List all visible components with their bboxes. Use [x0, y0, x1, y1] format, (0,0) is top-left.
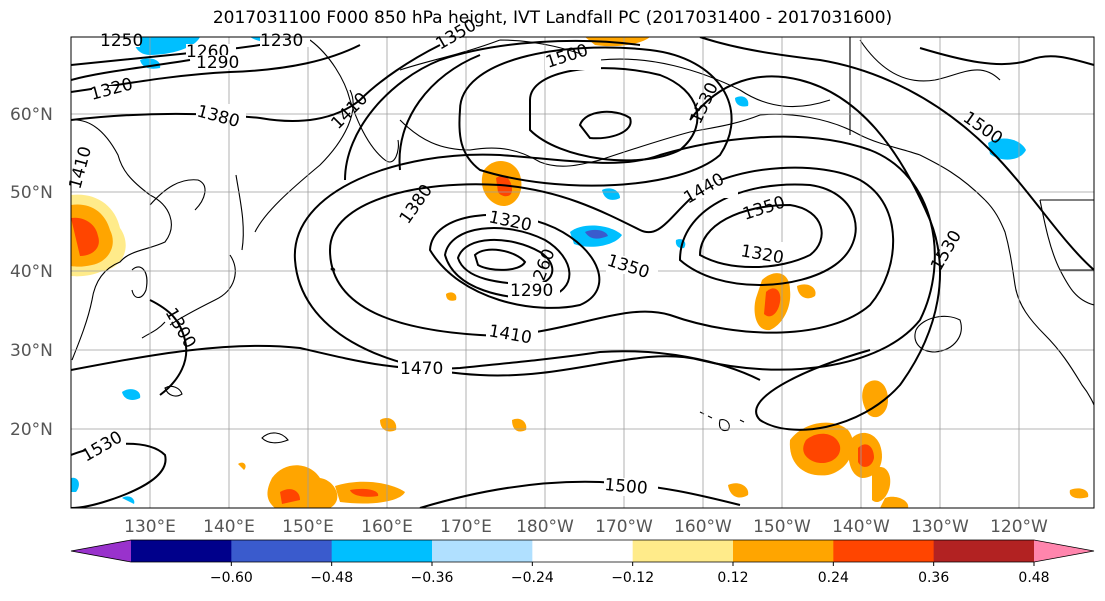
lon-label: 140°W [832, 517, 890, 537]
contour-label: 1440 [681, 169, 728, 208]
colorbar-segment [632, 540, 734, 562]
colorbar-tick-label: 0.24 [818, 570, 849, 586]
contour-label: 1470 [400, 359, 443, 379]
colorbar-tick-label: 0.36 [918, 570, 949, 586]
colorbar-segment [331, 540, 433, 562]
contour-label: 1530 [79, 427, 126, 466]
lat-label: 30°N [10, 341, 53, 361]
contour-label: 1530 [686, 79, 722, 127]
colorbar-segment [933, 540, 1035, 562]
lon-label: 150°W [753, 517, 811, 537]
lon-label: 160°W [674, 517, 732, 537]
colorbar: −0.60 −0.48 −0.36 −0.24 −0.12 0.12 0.24 0.36 0.4… [70, 539, 1095, 586]
lat-label: 40°N [10, 262, 53, 282]
colorbar-extend-low [71, 540, 131, 562]
colorbar-segment [131, 540, 232, 562]
colorbar-segment [532, 540, 634, 562]
contour-label: 1500 [604, 475, 649, 499]
colorbar-extend-high [1034, 540, 1094, 562]
lon-label: 160°E [361, 517, 413, 537]
map-frame [70, 36, 1095, 509]
contour-label: 1230 [260, 31, 303, 51]
colorbar-segment [231, 540, 333, 562]
lat-label: 60°N [10, 105, 53, 125]
colorbar-tick-label: 0.12 [717, 570, 748, 586]
colorbar-tick-label: −0.60 [210, 570, 253, 586]
contour-label: 1290 [510, 281, 553, 301]
contour-label: 1290 [196, 53, 239, 73]
colorbar-segment [833, 540, 935, 562]
contour-label: 1350 [740, 192, 787, 224]
colorbar-tick-label: −0.36 [411, 570, 454, 586]
lon-label: 120°W [990, 517, 1048, 537]
contour-label: 1300 [161, 305, 200, 352]
height-contours [71, 37, 1094, 508]
map-title: 2017031100 F000 850 hPa height, IVT Land… [212, 8, 893, 28]
colorbar-segment [733, 540, 834, 562]
lon-label: 170°W [595, 517, 653, 537]
colorbar-tick-label: 0.48 [1018, 570, 1049, 586]
colorbar-tick-label: −0.48 [310, 570, 353, 586]
contour-label: 1350 [604, 251, 651, 283]
colorbar-segment [432, 540, 533, 562]
contour-label: 1410 [66, 144, 97, 191]
lat-label: 50°N [10, 183, 53, 203]
longitude-labels: 130°E 140°E 150°E 160°E 170°E 180°W 170°… [124, 517, 1048, 537]
lon-label: 180°W [516, 517, 574, 537]
lon-label: 130°E [124, 517, 176, 537]
ivt-shading [71, 37, 1089, 508]
contour-label: 1250 [100, 31, 143, 51]
lon-label: 150°E [282, 517, 334, 537]
lat-label: 20°N [10, 420, 53, 440]
lon-label: 130°W [911, 517, 969, 537]
contour-labels: 1250 1260 1290 1230 1320 1380 1410 1350 … [66, 15, 1007, 498]
coastlines [71, 37, 1094, 444]
colorbar-tick-label: −0.24 [511, 570, 554, 586]
lon-label: 170°E [440, 517, 492, 537]
contour-label: 1350 [433, 15, 480, 54]
colorbar-tick-label: −0.12 [611, 570, 654, 586]
latitude-labels: 60°N 50°N 40°N 30°N 20°N [10, 105, 53, 440]
lon-label: 140°E [203, 517, 255, 537]
